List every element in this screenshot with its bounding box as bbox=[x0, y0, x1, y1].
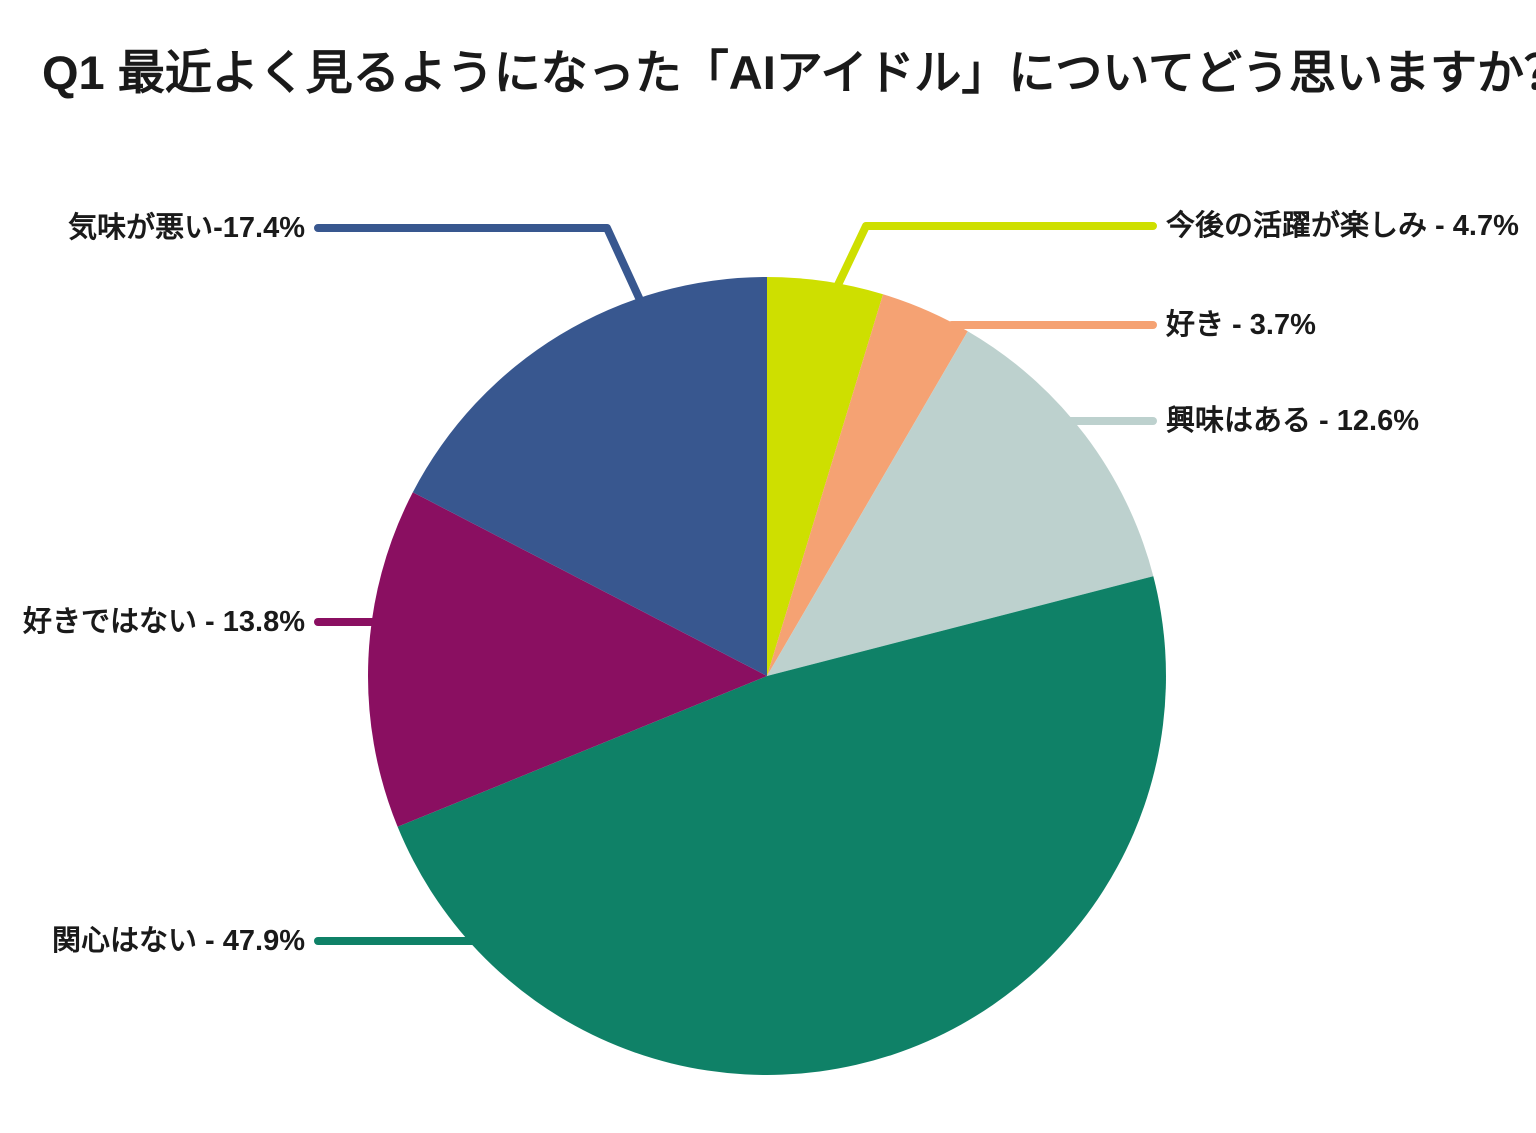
slice-label-kyomi-wa-aru: 興味はある - 12.6% bbox=[1166, 405, 1419, 437]
slice-label-suki-dewa-nai: 好きではない - 13.8% bbox=[23, 606, 305, 638]
slice-label-kimi-ga-warui: 気味が悪い-17.4% bbox=[68, 212, 305, 244]
pie-slice-1 bbox=[767, 294, 968, 676]
chart-title: Q1 最近よく見るようになった「AIアイドル」についてどう思いますか？ bbox=[42, 46, 1536, 99]
leader-line-5 bbox=[314, 224, 644, 304]
pie-slice-4 bbox=[367, 492, 767, 827]
pie-slice-3 bbox=[397, 576, 1166, 1075]
pie-slice-2 bbox=[767, 331, 1154, 676]
slice-label-kanshin-wa-nai: 関心はない - 47.9% bbox=[52, 925, 305, 957]
leader-line-0 bbox=[833, 222, 1157, 291]
slice-label-suki: 好き - 3.7% bbox=[1166, 309, 1316, 341]
slice-label-kongo-no-katsuyaku: 今後の活躍が楽しみ - 4.7% bbox=[1166, 210, 1519, 242]
pie-slice-5 bbox=[412, 277, 767, 676]
leader-lines bbox=[314, 222, 1157, 945]
pie-slices bbox=[367, 277, 1166, 1075]
pie-slice-0 bbox=[767, 277, 884, 676]
